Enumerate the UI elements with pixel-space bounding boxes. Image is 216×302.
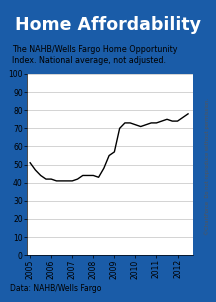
Text: ©ChartForce  Do not reproduce without permission.: ©ChartForce Do not reproduce without per… <box>204 98 210 235</box>
Text: The NAHB/Wells Fargo Home Opportunity
Index. National average, not adjusted.: The NAHB/Wells Fargo Home Opportunity In… <box>12 45 177 65</box>
Text: Data: NAHB/Wells Fargo: Data: NAHB/Wells Fargo <box>10 284 101 293</box>
Text: Home Affordability: Home Affordability <box>15 16 201 34</box>
